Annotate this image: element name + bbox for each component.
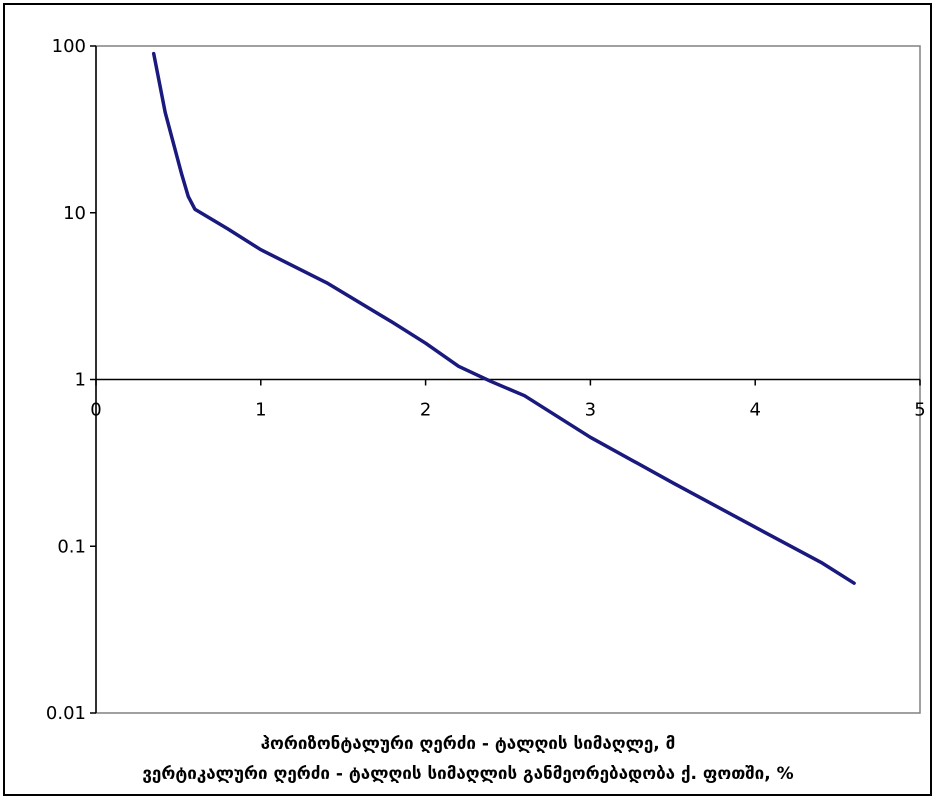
x-tick-label: 5 bbox=[914, 400, 925, 421]
x-tick-label: 1 bbox=[255, 400, 266, 421]
y-tick-label: 0.01 bbox=[46, 703, 86, 724]
y-tick-label: 100 bbox=[52, 36, 86, 57]
x-axis-title-line-1: ჰორიზონტალური ღერძი - ტალღის სიმაღლე, მ bbox=[261, 734, 676, 754]
x-tick-label: 4 bbox=[749, 400, 760, 421]
x-tick-label: 2 bbox=[420, 400, 431, 421]
y-tick-label: 10 bbox=[63, 203, 86, 224]
y-tick-label: 0.1 bbox=[57, 536, 86, 557]
series-line bbox=[151, 51, 856, 585]
chart-frame bbox=[3, 3, 932, 796]
x-axis-title-line-2: ვერტიკალური ღერძი - ტალღის სიმაღლის განმ… bbox=[142, 764, 793, 784]
y-tick-label: 1 bbox=[75, 370, 86, 391]
x-tick-label: 3 bbox=[585, 400, 596, 421]
x-tick-label: 0 bbox=[90, 400, 101, 421]
